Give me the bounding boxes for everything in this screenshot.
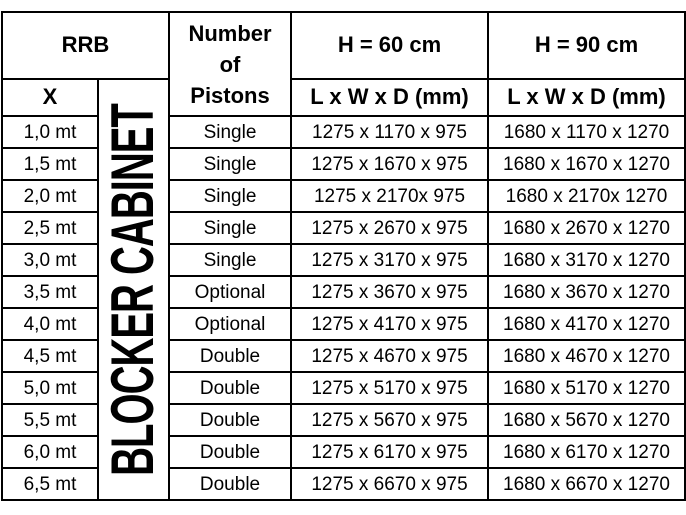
pistons-value: Single <box>168 243 292 277</box>
pistons-value: Double <box>168 435 292 469</box>
blocker-cabinet-spec-table: RRB Number of Pistons H = 60 cm H = 90 c… <box>1 11 686 501</box>
table-row: 5,0 mt Double 1275 x 5170 x 975 1680 x 5… <box>1 371 686 405</box>
pistons-header-line: of <box>219 51 241 77</box>
h60-dimensions-value: 1275 x 5670 x 975 <box>290 403 489 437</box>
x-value: 1,5 mt <box>1 147 99 181</box>
table-row: 2,5 mt Single 1275 x 2670 x 975 1680 x 2… <box>1 211 686 245</box>
h90-dimensions-value: 1680 x 1670 x 1270 <box>487 147 686 181</box>
pistons-value: Single <box>168 115 292 149</box>
h60-dimensions-value: 1275 x 6670 x 975 <box>290 467 489 501</box>
pistons-value: Double <box>168 371 292 405</box>
h60-dimensions-value: 1275 x 1170 x 975 <box>290 115 489 149</box>
h60-dimensions-value: 1275 x 6170 x 975 <box>290 435 489 469</box>
table-row: 3,0 mt Single 1275 x 3170 x 975 1680 x 3… <box>1 243 686 277</box>
header-row-2: X BLOCKER CABINET L x W x D (mm) L x W x… <box>1 78 686 501</box>
table-row: 4,0 mt Optional 1275 x 4170 x 975 1680 x… <box>1 307 686 341</box>
pistons-value: Double <box>168 403 292 437</box>
h90-dimensions-value: 1680 x 5670 x 1270 <box>487 403 686 437</box>
h60-dimensions-value: 1275 x 2170x 975 <box>290 179 489 213</box>
h90-dimensions-value: 1680 x 2670 x 1270 <box>487 211 686 245</box>
x-value: 1,0 mt <box>1 115 99 149</box>
x-value: 6,5 mt <box>1 467 99 501</box>
pistons-value: Double <box>168 467 292 501</box>
pistons-value: Double <box>168 339 292 373</box>
table-row: 1,5 mt Single 1275 x 1670 x 975 1680 x 1… <box>1 147 686 181</box>
table-row: 5,5 mt Double 1275 x 5670 x 975 1680 x 5… <box>1 403 686 437</box>
x-value: 5,5 mt <box>1 403 99 437</box>
h60-dimensions-value: 1275 x 4170 x 975 <box>290 307 489 341</box>
table-body: RRB Number of Pistons H = 60 cm H = 90 c… <box>1 11 686 501</box>
pistons-header-line: Number <box>188 20 272 46</box>
table-row: 1,0 mt Single 1275 x 1170 x 975 1680 x 1… <box>1 115 686 149</box>
h60-dimensions-value: 1275 x 5170 x 975 <box>290 371 489 405</box>
h90-dimensions-value: 1680 x 6670 x 1270 <box>487 467 686 501</box>
h90-dimensions-value: 1680 x 1170 x 1270 <box>487 115 686 149</box>
x-value: 5,0 mt <box>1 371 99 405</box>
h90-dimensions-value: 1680 x 3670 x 1270 <box>487 275 686 309</box>
x-value: 3,0 mt <box>1 243 99 277</box>
x-value: 4,5 mt <box>1 339 99 373</box>
number-of-pistons-header: Number of Pistons <box>168 11 292 117</box>
pistons-value: Single <box>168 211 292 245</box>
x-value: 2,0 mt <box>1 179 99 213</box>
h90-dimensions-value: 1680 x 3170 x 1270 <box>487 243 686 277</box>
header-row-1: RRB Number of Pistons H = 60 cm H = 90 c… <box>1 11 686 117</box>
h60-dimensions-value: 1275 x 1670 x 975 <box>290 147 489 181</box>
pistons-header-line: Pistons <box>190 82 270 108</box>
h60-dimensions-value: 1275 x 3170 x 975 <box>290 243 489 277</box>
blocker-cabinet-cell: BLOCKER CABINET <box>97 78 170 501</box>
x-value: 6,0 mt <box>1 435 99 469</box>
h60-header: H = 60 cm <box>290 11 489 80</box>
h60-dimensions-value: 1275 x 3670 x 975 <box>290 275 489 309</box>
h90-dimensions-value: 1680 x 6170 x 1270 <box>487 435 686 469</box>
x-value: 2,5 mt <box>1 211 99 245</box>
pistons-value: Single <box>168 147 292 181</box>
pistons-value: Optional <box>168 275 292 309</box>
table-row: 3,5 mt Optional 1275 x 3670 x 975 1680 x… <box>1 275 686 309</box>
x-value: 3,5 mt <box>1 275 99 309</box>
h90-header: H = 90 cm <box>487 11 686 80</box>
table-row: 2,0 mt Single 1275 x 2170x 975 1680 x 21… <box>1 179 686 213</box>
h90-dimensions-value: 1680 x 4170 x 1270 <box>487 307 686 341</box>
pistons-value: Single <box>168 179 292 213</box>
h60-dims-header: L x W x D (mm) <box>290 78 489 117</box>
table-row: 6,0 mt Double 1275 x 6170 x 975 1680 x 6… <box>1 435 686 469</box>
x-value: 4,0 mt <box>1 307 99 341</box>
table-row: 4,5 mt Double 1275 x 4670 x 975 1680 x 4… <box>1 339 686 373</box>
h90-dims-header: L x W x D (mm) <box>487 78 686 117</box>
h90-dimensions-value: 1680 x 4670 x 1270 <box>487 339 686 373</box>
table-row: 6,5 mt Double 1275 x 6670 x 975 1680 x 6… <box>1 467 686 501</box>
pistons-value: Optional <box>168 307 292 341</box>
h90-dimensions-value: 1680 x 5170 x 1270 <box>487 371 686 405</box>
h90-dimensions-value: 1680 x 2170x 1270 <box>487 179 686 213</box>
h60-dimensions-value: 1275 x 2670 x 975 <box>290 211 489 245</box>
blocker-cabinet-vertical-label: BLOCKER CABINET <box>99 103 166 476</box>
h60-dimensions-value: 1275 x 4670 x 975 <box>290 339 489 373</box>
x-column-header: X <box>1 78 99 117</box>
rrb-header: RRB <box>1 11 170 80</box>
